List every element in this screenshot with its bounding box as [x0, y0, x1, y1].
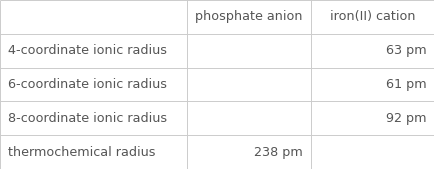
Text: 238 pm: 238 pm: [254, 146, 303, 159]
Text: 63 pm: 63 pm: [385, 44, 426, 57]
Text: 92 pm: 92 pm: [386, 112, 426, 125]
Text: phosphate anion: phosphate anion: [195, 10, 303, 23]
Text: iron(II) cation: iron(II) cation: [329, 10, 415, 23]
Text: 61 pm: 61 pm: [385, 78, 426, 91]
Text: thermochemical radius: thermochemical radius: [8, 146, 155, 159]
Text: 8-coordinate ionic radius: 8-coordinate ionic radius: [8, 112, 167, 125]
Text: 4-coordinate ionic radius: 4-coordinate ionic radius: [8, 44, 167, 57]
Text: 6-coordinate ionic radius: 6-coordinate ionic radius: [8, 78, 167, 91]
